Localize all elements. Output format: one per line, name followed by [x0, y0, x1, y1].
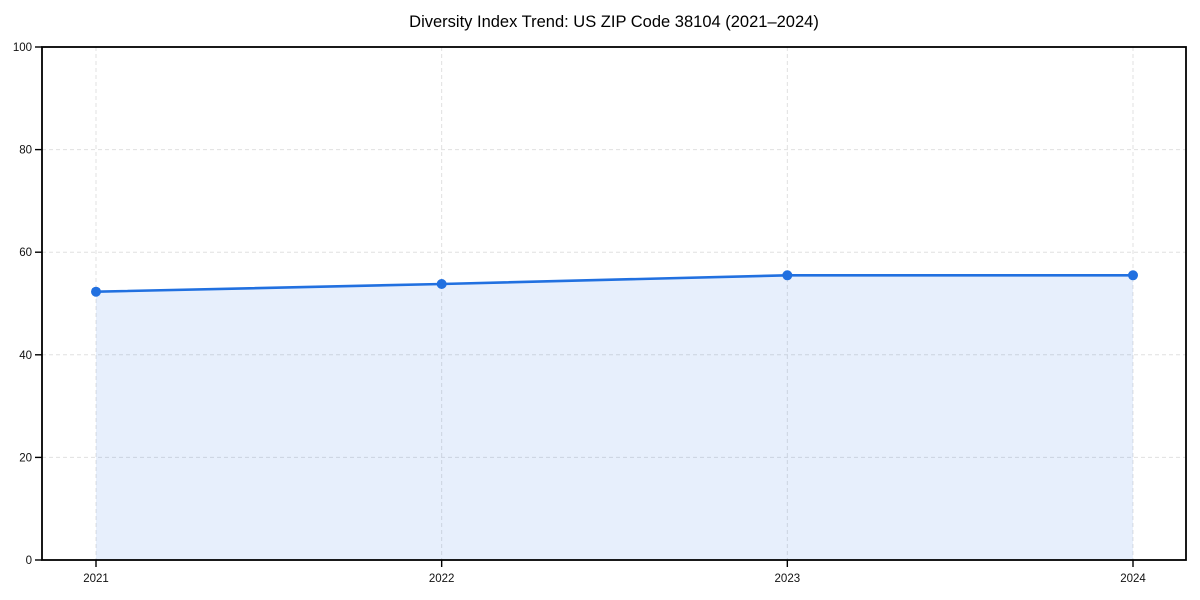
y-tick-label: 40: [19, 350, 32, 362]
y-tick-label: 60: [19, 247, 32, 259]
x-tick-label: 2024: [1120, 573, 1146, 585]
series-line: [94, 273, 1135, 294]
y-tick-label: 100: [13, 42, 32, 54]
y-tick-label: 20: [19, 452, 32, 464]
x-tick-label: 2021: [83, 573, 109, 585]
data-point-2024: [1128, 270, 1138, 281]
x-tick-label: 2022: [429, 573, 455, 585]
data-point-2021: [91, 286, 101, 297]
y-tick-label: 80: [19, 145, 32, 157]
series-area-fill: [96, 275, 1133, 560]
data-point-2022: [436, 279, 447, 290]
chart-title: Diversity Index Trend: US ZIP Code 38104…: [409, 13, 819, 31]
x-tick-label: 2023: [775, 573, 801, 585]
plot-border: [41, 46, 1187, 561]
data-point-2023: [782, 270, 793, 281]
y-tick-label: 0: [26, 555, 32, 567]
